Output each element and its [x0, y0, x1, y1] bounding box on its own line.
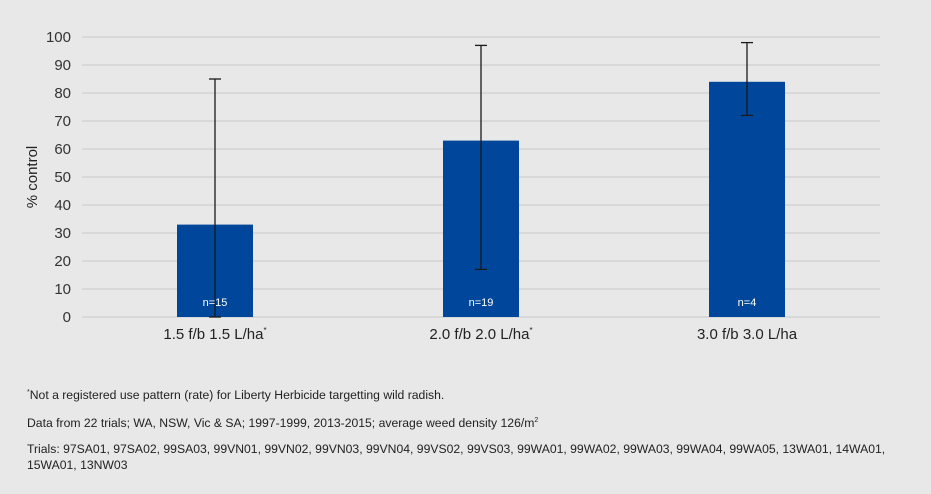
data-source-note: Data from 22 trials; WA, NSW, Vic & SA; …	[27, 413, 907, 431]
y-tick-label: 10	[54, 281, 71, 298]
x-tick-marker: *	[529, 326, 532, 335]
y-tick-label: 30	[54, 225, 71, 242]
bar	[709, 81, 785, 317]
footnote-marker: *	[27, 389, 30, 396]
y-tick-label: 70	[54, 113, 71, 130]
x-tick-marker: *	[263, 326, 266, 335]
data-source-text: Data from 22 trials; WA, NSW, Vic & SA; …	[27, 416, 535, 431]
y-tick-label: 90	[54, 57, 71, 74]
y-tick-label: 40	[54, 197, 71, 214]
y-axis-label: % control	[24, 146, 41, 209]
bar-chart: 0 10 20 30 40 50 60 70 80 90 100 % control n=15 1.5 f…	[24, 29, 880, 343]
y-tick-label: 80	[54, 85, 71, 102]
x-tick-label: 1.5 f/b 1.5 L/ha*	[163, 326, 266, 343]
n-label: n=4	[738, 297, 757, 309]
y-tick-label: 20	[54, 253, 71, 270]
y-tick-label: 100	[46, 29, 71, 46]
chart-notes: *Not a registered use pattern (rate) for…	[27, 385, 907, 483]
y-tick-label: 0	[63, 309, 71, 326]
footnote: *Not a registered use pattern (rate) for…	[27, 385, 907, 403]
footnote-text: Not a registered use pattern (rate) for …	[29, 388, 445, 403]
n-label: n=15	[203, 297, 228, 309]
trials-note: Trials: 97SA01, 97SA02, 99SA03, 99VN01, …	[27, 442, 886, 473]
bars	[177, 41, 785, 318]
error-bar	[209, 78, 221, 318]
data-source-superscript: 2	[534, 417, 539, 425]
x-tick-label: 3.0 f/b 3.0 L/ha	[697, 326, 798, 343]
error-bar	[741, 41, 753, 117]
error-bar	[475, 44, 487, 271]
y-tick-label: 50	[54, 169, 71, 186]
y-tick-label: 60	[54, 141, 71, 158]
n-label: n=19	[469, 297, 494, 309]
chart-labels: 0 10 20 30 40 50 60 70 80 90 100 % control n=15 1.5 f…	[24, 29, 798, 343]
x-tick-label: 2.0 f/b 2.0 L/ha*	[429, 326, 532, 343]
